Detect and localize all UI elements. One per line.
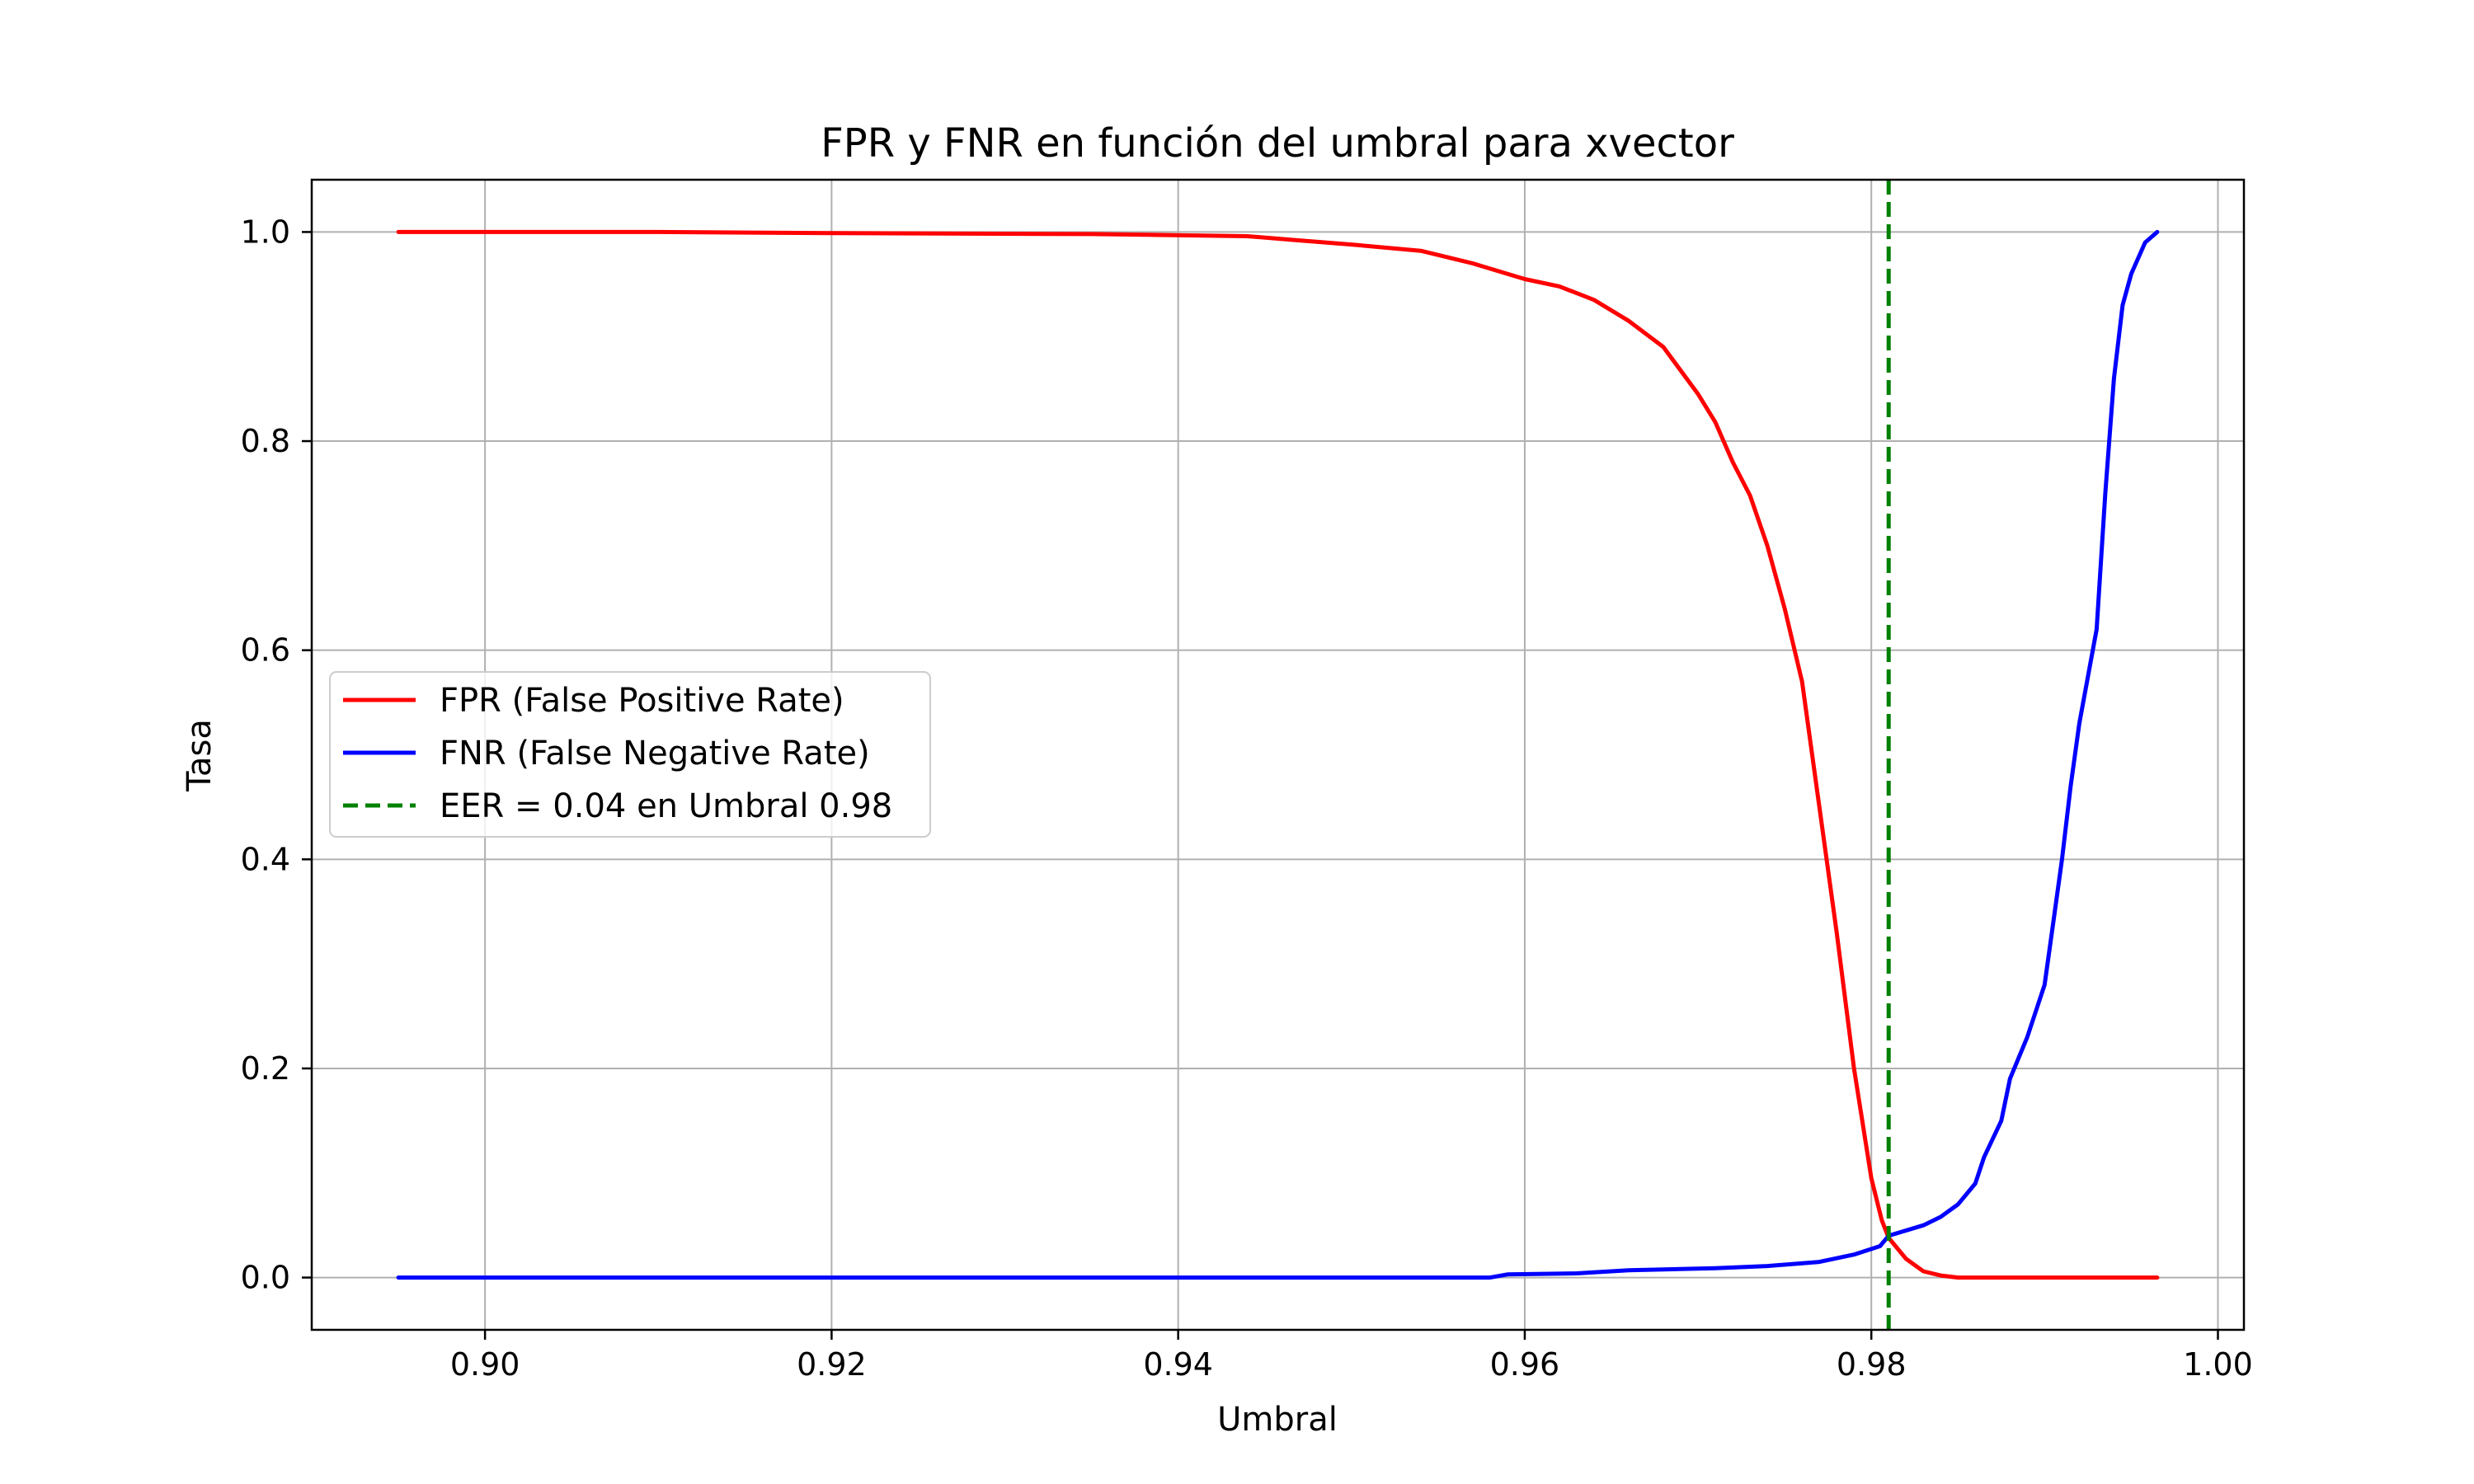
x-tick-label: 0.96 (1490, 1346, 1560, 1383)
y-tick-label: 0.4 (241, 841, 290, 877)
series-layer (396, 180, 2160, 1330)
legend-label-eer: EER = 0.04 en Umbral 0.98 (440, 787, 892, 825)
x-tick-label: 1.00 (2183, 1346, 2253, 1383)
series-line-1 (396, 229, 2160, 1280)
y-axis-label: Tasa (181, 719, 219, 792)
y-tick-label: 1.0 (241, 214, 290, 250)
chart-title: FPR y FNR en función del umbral para xve… (821, 120, 1734, 167)
x-tick-label: 0.94 (1143, 1346, 1213, 1383)
legend-label-fpr: FPR (False Positive Rate) (440, 682, 844, 720)
tick-layer: 0.90 0.92 0.94 0.96 0.98 1.00 0.0 0.2 0.4 0.6 0.8 1… (241, 214, 2253, 1383)
y-tick-label: 0.2 (241, 1050, 290, 1087)
legend-label-fnr: FNR (False Negative Rate) (440, 735, 870, 773)
y-tick-label: 0.0 (241, 1260, 290, 1296)
x-tick-label: 0.98 (1837, 1346, 1907, 1383)
x-axis-label: Umbral (1217, 1401, 1338, 1439)
legend: FPR (False Positive Rate) FNR (False Neg… (329, 671, 931, 838)
x-tick-label: 0.90 (450, 1346, 520, 1383)
legend-box (329, 671, 931, 838)
x-tick-label: 0.92 (797, 1346, 867, 1383)
grid-layer (312, 180, 2244, 1330)
y-tick-label: 0.8 (241, 423, 290, 459)
plot-frame (310, 178, 2246, 1331)
y-tick-label: 0.6 (241, 632, 290, 669)
